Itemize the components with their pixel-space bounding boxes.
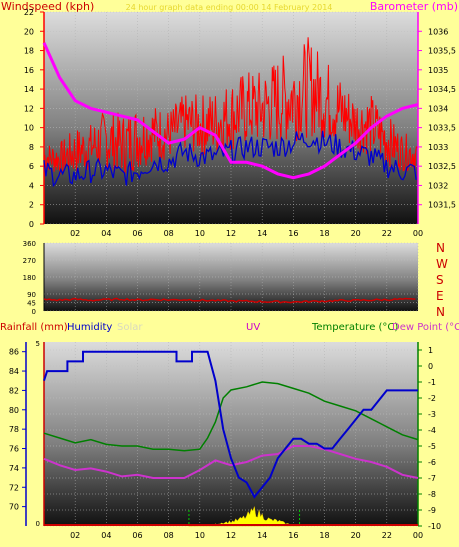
temperature-tick-label: -7 — [428, 474, 436, 483]
x-tick-label: 02 — [70, 531, 80, 540]
humidity-tick-label: 76 — [9, 445, 19, 454]
humidity-tick-label: 74 — [9, 464, 19, 473]
temperature-tick-label: -2 — [428, 394, 436, 403]
y-left-tick-label: 8 — [29, 143, 34, 152]
x-tick-label: 10 — [195, 229, 205, 238]
direction-letter-s: S — [436, 273, 444, 287]
y-right-tick-label: 1032,5 — [428, 162, 456, 171]
x-tick-label: 10 — [195, 531, 205, 540]
temperature-tick-label: -9 — [428, 506, 436, 515]
direction-tick-label: 360 — [23, 240, 36, 248]
x-tick-label: 20 — [351, 531, 361, 540]
direction-letter-n-bottom: N — [436, 305, 445, 319]
y-right-tick-label: 1031,5 — [428, 201, 456, 210]
rainfall-label: Rainfall (mm) — [0, 322, 68, 333]
temperature-tick-label: -5 — [428, 442, 436, 451]
y-right-tick-label: 1036 — [428, 27, 448, 36]
x-tick-label: 08 — [164, 531, 174, 540]
solar-label: Solar — [117, 322, 143, 333]
wind-speed-line — [43, 37, 418, 175]
y-left-tick-label: 20 — [24, 27, 34, 36]
temperature-tick-label: -10 — [428, 522, 441, 531]
temperature-tick-label: -1 — [428, 378, 436, 387]
humidity-tick-label: 86 — [9, 348, 19, 357]
x-tick-label: 12 — [226, 531, 236, 540]
x-tick-label: 08 — [164, 229, 174, 238]
humidity-tick-label: 72 — [9, 483, 19, 492]
y-left-tick-label: 4 — [29, 181, 34, 190]
y-right-tick-label: 1033,5 — [428, 124, 456, 133]
chart-title: 24 hour graph data ending 00:00 14 Febru… — [126, 3, 333, 12]
y-right-tick-label: 1034 — [428, 104, 448, 113]
temperature-tick-label: -6 — [428, 458, 436, 467]
direction-tick-label: 45 — [27, 300, 36, 308]
x-tick-label: 22 — [382, 229, 392, 238]
y-left-tick-label: 22 — [24, 8, 34, 17]
direction-letter-w: W — [436, 257, 448, 271]
y-left-tick-label: 12 — [24, 104, 34, 113]
x-tick-label: 04 — [101, 531, 111, 540]
dew-point-line — [43, 445, 419, 479]
x-tick-label: 06 — [132, 531, 142, 540]
x-tick-label: 18 — [319, 229, 329, 238]
y-left-tick-label: 16 — [24, 66, 34, 75]
y-left-tick-label: 10 — [24, 124, 34, 133]
direction-letters: N W S E N — [436, 241, 448, 319]
direction-tick-label: 0 — [32, 308, 36, 316]
dewpoint-label: Dew Point (°C) — [392, 322, 459, 333]
x-tick-label: 20 — [351, 229, 361, 238]
humidity-tick-label: 70 — [9, 503, 19, 512]
humidity-tick-label: 84 — [9, 367, 19, 376]
wind-average-line — [43, 130, 417, 188]
direction-letter-n-top: N — [436, 241, 445, 255]
x-tick-label: 14 — [257, 531, 267, 540]
temperature-line — [43, 381, 419, 452]
x-tick-label: 12 — [226, 229, 236, 238]
direction-letter-e: E — [436, 289, 444, 303]
x-tick-label: 02 — [70, 229, 80, 238]
y-right-tick-label: 1034,5 — [428, 85, 456, 94]
humidity-label: Humidity — [67, 322, 112, 333]
temperature-tick-label: -3 — [428, 410, 436, 419]
y-left-tick-label: 6 — [29, 162, 34, 171]
y-right-tick-label: 1035,5 — [428, 47, 456, 56]
x-tick-label: 18 — [319, 531, 329, 540]
windspeed-label: Windspeed (kph) — [1, 0, 94, 13]
direction-tick-label: 90 — [27, 291, 36, 299]
y-left-tick-label: 14 — [24, 85, 34, 94]
rain-tick-label: 5 — [36, 340, 40, 348]
y-right-tick-label: 1033 — [428, 143, 448, 152]
wind-direction-line — [43, 297, 416, 304]
x-tick-label: 00 — [413, 229, 423, 238]
x-tick-label: 22 — [382, 531, 392, 540]
x-tick-label: 06 — [132, 229, 142, 238]
x-tick-label: 16 — [288, 531, 298, 540]
x-tick-label: 14 — [257, 229, 267, 238]
y-left-tick-label: 0 — [29, 220, 34, 229]
x-tick-label: 04 — [101, 229, 111, 238]
y-left-tick-label: 18 — [24, 47, 34, 56]
temperature-label: Temperature (°C) — [311, 322, 398, 333]
y-right-tick-label: 1035 — [428, 66, 448, 75]
x-tick-label: 16 — [288, 229, 298, 238]
temperature-tick-label: 0 — [428, 362, 433, 371]
temperature-tick-label: -8 — [428, 490, 436, 499]
x-tick-label: 00 — [413, 531, 423, 540]
y-left-tick-label: 2 — [29, 201, 34, 210]
humidity-line — [43, 350, 418, 499]
barometer-line — [42, 42, 419, 180]
uv-label: UV — [246, 322, 260, 333]
y-right-tick-label: 1032 — [428, 181, 448, 190]
humidity-tick-label: 78 — [9, 425, 19, 434]
humidity-tick-label: 82 — [9, 386, 19, 395]
direction-tick-label: 270 — [23, 257, 36, 265]
temperature-tick-label: 1 — [428, 346, 433, 355]
humidity-tick-label: 80 — [9, 406, 19, 415]
temperature-tick-label: -4 — [428, 426, 436, 435]
rain-tick-label: 0 — [36, 520, 40, 528]
barometer-label: Barometer (mb) — [370, 0, 458, 13]
direction-tick-label: 180 — [23, 274, 36, 282]
